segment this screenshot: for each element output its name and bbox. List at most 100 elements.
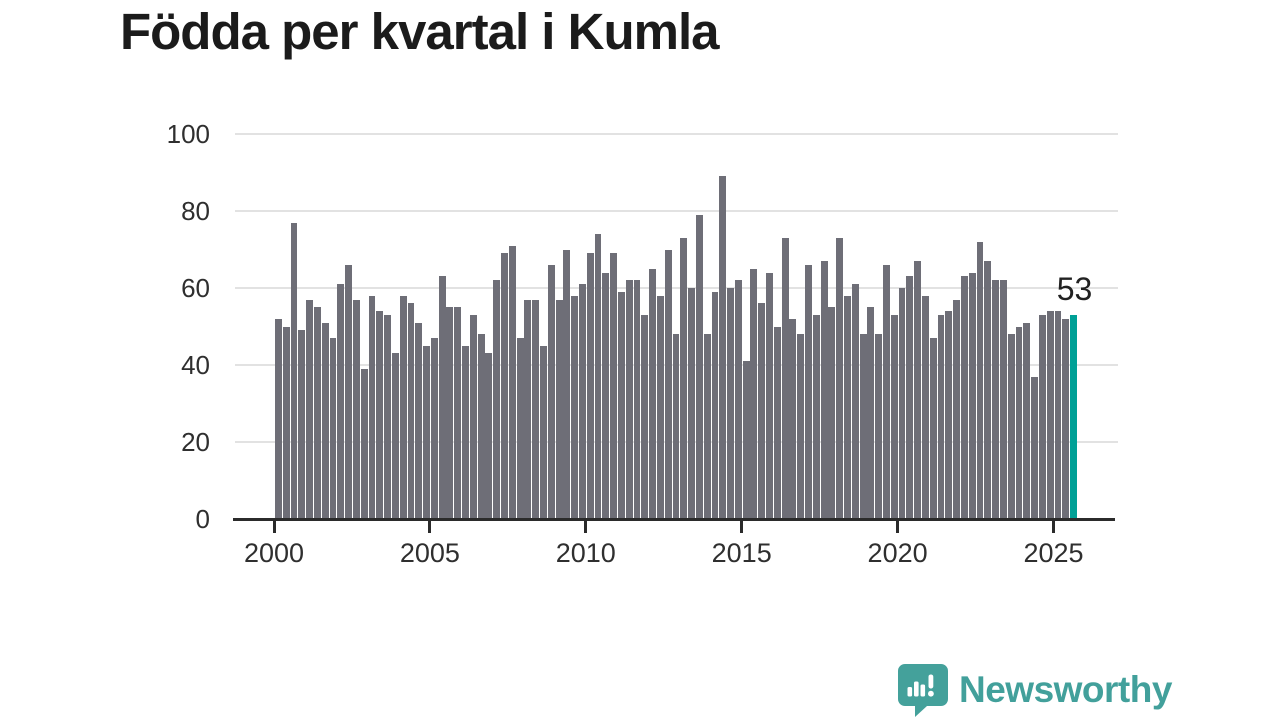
x-axis-line <box>233 517 1115 521</box>
bar-2024-q3 <box>1038 314 1046 519</box>
logo-exclamation-dot <box>928 690 934 697</box>
bar-2011-q3 <box>633 280 641 519</box>
bar-2021-q3 <box>945 311 953 519</box>
x-axis-label-2020: 2020 <box>867 538 928 568</box>
bar-2014-q1 <box>711 291 719 519</box>
bar-2014-q2 <box>719 176 727 519</box>
bar-2008-q2 <box>532 299 540 519</box>
bar-2003-q3 <box>384 314 392 519</box>
bar-2006-q2 <box>469 314 477 519</box>
bar-2024-q1 <box>1023 322 1031 519</box>
bar-2011-q1 <box>617 291 625 519</box>
bar-2015-q2 <box>750 268 758 519</box>
bar-2018-q4 <box>859 334 867 519</box>
y-axis-label-0: 0 <box>195 504 210 534</box>
bar-2009-q2 <box>563 249 571 519</box>
bar-2002-q1 <box>337 284 345 519</box>
bar-2013-q3 <box>695 214 703 519</box>
bar-2019-q4 <box>890 314 898 519</box>
bar-2023-q4 <box>1015 326 1023 519</box>
newsworthy-logo-icon <box>898 664 948 717</box>
gridline-y60 <box>235 287 1118 289</box>
bar-2006-q4 <box>485 353 493 519</box>
bar-2005-q4 <box>454 307 462 519</box>
bar-2020-q2 <box>906 276 914 519</box>
bar-2007-q1 <box>493 280 501 519</box>
bar-2017-q4 <box>828 307 836 519</box>
x-axis-tick-2005 <box>428 521 432 533</box>
bar-2012-q2 <box>656 295 664 519</box>
bar-2025-q3-highlighted <box>1070 314 1077 519</box>
bar-2001-q4 <box>329 338 337 519</box>
newsworthy-logo: Newsworthy <box>897 663 1172 717</box>
x-axis-tick-2020 <box>896 521 900 533</box>
bar-2017-q2 <box>812 314 820 519</box>
bar-2023-q1 <box>992 280 1000 519</box>
bar-2007-q2 <box>501 253 508 519</box>
bar-2000-q3 <box>290 222 298 519</box>
x-axis-label-2025: 2025 <box>1023 538 1084 568</box>
bar-2008-q1 <box>524 299 532 519</box>
logo-bar-tall <box>914 681 919 697</box>
bar-2015-q1 <box>742 361 750 519</box>
bar-2006-q1 <box>462 345 469 519</box>
bar-2011-q4 <box>641 314 649 519</box>
bar-2019-q3 <box>883 264 890 519</box>
logo-bar-small <box>907 687 913 697</box>
bar-2018-q3 <box>851 284 859 519</box>
bar-2020-q4 <box>921 295 929 519</box>
bar-2015-q4 <box>766 272 773 519</box>
bar-2022-q2 <box>968 272 976 519</box>
bar-2008-q4 <box>547 264 555 519</box>
bar-2018-q1 <box>836 237 844 519</box>
bar-2023-q3 <box>1007 334 1015 519</box>
bar-2013-q2 <box>688 288 696 519</box>
bar-2021-q4 <box>953 299 961 519</box>
bar-2000-q2 <box>282 326 290 519</box>
y-axis-label-80: 80 <box>181 196 210 226</box>
bar-2017-q1 <box>805 264 812 519</box>
bar-2004-q3 <box>415 322 423 519</box>
bar-2002-q2 <box>345 264 353 519</box>
bar-2000-q1 <box>275 318 282 519</box>
bar-2019-q2 <box>875 334 883 519</box>
bar-2016-q2 <box>781 237 789 519</box>
bar-2004-q1 <box>399 295 407 519</box>
gridline-y80 <box>235 210 1118 212</box>
bar-2011-q2 <box>625 280 633 519</box>
bar-2003-q1 <box>368 295 376 519</box>
bar-2016-q3 <box>789 318 797 519</box>
newsworthy-wordmark: Newsworthy <box>959 669 1172 710</box>
bar-2012-q3 <box>664 249 672 519</box>
y-axis-label-60: 60 <box>181 273 210 303</box>
logo-exclamation-stroke <box>928 674 934 689</box>
bar-2017-q3 <box>820 261 828 519</box>
bar-2009-q4 <box>579 284 586 519</box>
bar-2010-q1 <box>586 253 594 519</box>
x-axis-tick-2010 <box>584 521 588 533</box>
bar-2020-q1 <box>898 288 906 519</box>
chart-title: Födda per kvartal i Kumla <box>120 3 720 60</box>
bar-2020-q3 <box>914 261 922 519</box>
x-axis-label-2010: 2010 <box>555 538 616 568</box>
bar-2014-q4 <box>734 280 742 519</box>
bar-2016-q4 <box>797 334 805 519</box>
bar-2005-q1 <box>430 338 438 519</box>
bar-2022-q3 <box>976 241 984 519</box>
logo-bar-medium <box>920 684 926 697</box>
bar-2015-q3 <box>758 303 766 519</box>
bar-2000-q4 <box>298 330 306 519</box>
gridline-y100 <box>235 133 1118 135</box>
y-axis-label-100: 100 <box>166 119 210 149</box>
bar-2005-q2 <box>438 276 446 519</box>
bar-2001-q2 <box>313 307 321 519</box>
bar-2024-q2 <box>1031 376 1038 519</box>
bar-2003-q4 <box>391 353 399 519</box>
bar-2025-q1 <box>1054 311 1062 519</box>
y-axis-label-40: 40 <box>181 350 210 380</box>
x-axis-tick-2015 <box>740 521 744 533</box>
bar-2007-q3 <box>508 245 516 519</box>
bar-2019-q1 <box>867 307 875 519</box>
